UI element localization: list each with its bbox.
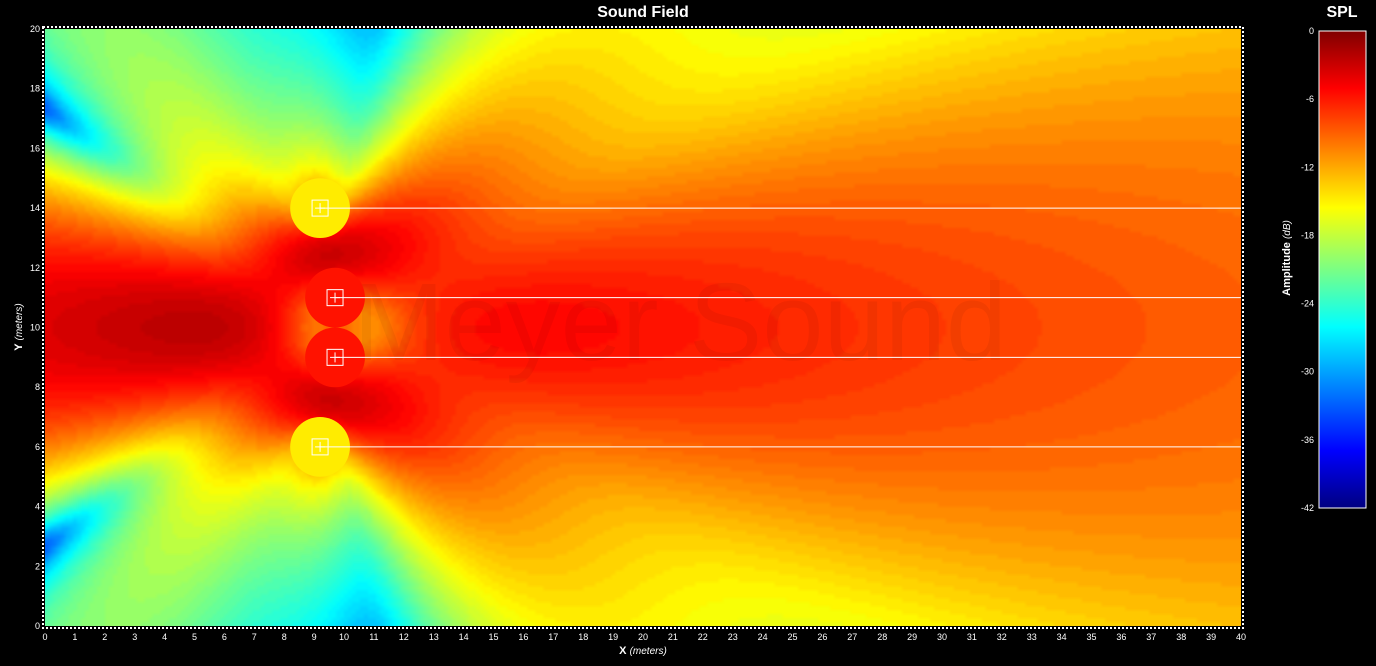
y-tick-label: 12 (30, 263, 40, 273)
x-tick-label: 12 (399, 632, 409, 642)
colorbar-tick-label: -36 (1301, 435, 1314, 445)
x-tick-label: 4 (162, 632, 167, 642)
x-axis-label: X (meters) (619, 645, 667, 657)
x-tick-label: 7 (252, 632, 257, 642)
x-tick-label: 10 (339, 632, 349, 642)
y-tick-label: 2 (35, 561, 40, 571)
colorbar-tick-label: -30 (1301, 367, 1314, 377)
x-tick-label: 37 (1146, 632, 1156, 642)
crosshair-icon (315, 441, 326, 452)
x-tick-label: 14 (459, 632, 469, 642)
sound-field-heatmap (45, 29, 1241, 626)
x-tick-label: 15 (488, 632, 498, 642)
x-tick-label: 25 (787, 632, 797, 642)
x-tick-label: 36 (1116, 632, 1126, 642)
watermark-text: Meyer Sound (353, 261, 1007, 384)
y-tick-label: 8 (35, 382, 40, 392)
x-tick-label: 21 (668, 632, 678, 642)
x-tick-label: 22 (698, 632, 708, 642)
crosshair-icon (315, 203, 326, 214)
colorbar-tick-label: -42 (1301, 503, 1314, 513)
colorbar-tick-label: -24 (1301, 299, 1314, 309)
x-tick-label: 1 (72, 632, 77, 642)
x-tick-label: 17 (548, 632, 558, 642)
x-tick-label: 13 (429, 632, 439, 642)
source-marker (311, 438, 329, 456)
chart-title: Sound Field (597, 4, 689, 21)
x-tick-label: 0 (42, 632, 47, 642)
colorbar-tick-label: 0 (1309, 26, 1314, 36)
x-tick-label: 32 (997, 632, 1007, 642)
x-tick-label: 29 (907, 632, 917, 642)
source-marker (326, 348, 344, 366)
x-tick-label: 39 (1206, 632, 1216, 642)
loudspeaker-source (290, 417, 1241, 477)
x-tick-label: 40 (1236, 632, 1246, 642)
x-tick-label: 3 (132, 632, 137, 642)
y-tick-label: 6 (35, 442, 40, 452)
x-tick-label: 11 (369, 632, 378, 642)
y-tick-label: 14 (30, 203, 40, 213)
y-tick-label: 16 (30, 143, 40, 153)
y-tick-label: 10 (30, 323, 40, 333)
source-marker (311, 199, 329, 217)
x-tick-label: 28 (877, 632, 887, 642)
x-tick-label: 34 (1057, 632, 1067, 642)
x-tick-label: 9 (312, 632, 317, 642)
x-tick-label: 27 (847, 632, 857, 642)
y-tick-label: 18 (30, 84, 40, 94)
y-tick-label: 0 (35, 621, 40, 631)
y-tick-label: 20 (30, 24, 40, 34)
x-tick-label: 24 (758, 632, 768, 642)
y-axis-label: Y (meters) (13, 303, 25, 350)
x-tick-label: 26 (817, 632, 827, 642)
colorbar (1318, 30, 1367, 509)
x-tick-label: 20 (638, 632, 648, 642)
crosshair-icon (330, 292, 341, 303)
colorbar-tick-label: -18 (1301, 230, 1314, 240)
source-marker (326, 289, 344, 307)
x-tick-label: 2 (102, 632, 107, 642)
x-tick-label: 6 (222, 632, 227, 642)
loudspeaker-source (290, 178, 1241, 239)
x-tick-label: 38 (1176, 632, 1186, 642)
x-tick-label: 33 (1027, 632, 1037, 642)
x-tick-label: 5 (192, 632, 197, 642)
x-tick-label: 19 (608, 632, 618, 642)
colorbar-tick-label: -12 (1301, 162, 1314, 172)
colorbar-tick-label: -6 (1306, 94, 1314, 104)
x-tick-label: 18 (578, 632, 588, 642)
colorbar-title: SPL (1326, 4, 1357, 21)
x-tick-label: 35 (1086, 632, 1096, 642)
x-tick-label: 23 (728, 632, 738, 642)
x-tick-label: 16 (518, 632, 528, 642)
loudspeaker-source (305, 327, 1241, 388)
loudspeaker-source (305, 267, 1241, 328)
plot-border (42, 26, 1244, 629)
crosshair-icon (330, 352, 341, 363)
x-tick-label: 8 (282, 632, 287, 642)
x-tick-label: 31 (967, 632, 977, 642)
x-tick-label: 30 (937, 632, 947, 642)
y-tick-label: 4 (35, 502, 40, 512)
colorbar-label: Amplitude (dB) (1281, 220, 1293, 296)
